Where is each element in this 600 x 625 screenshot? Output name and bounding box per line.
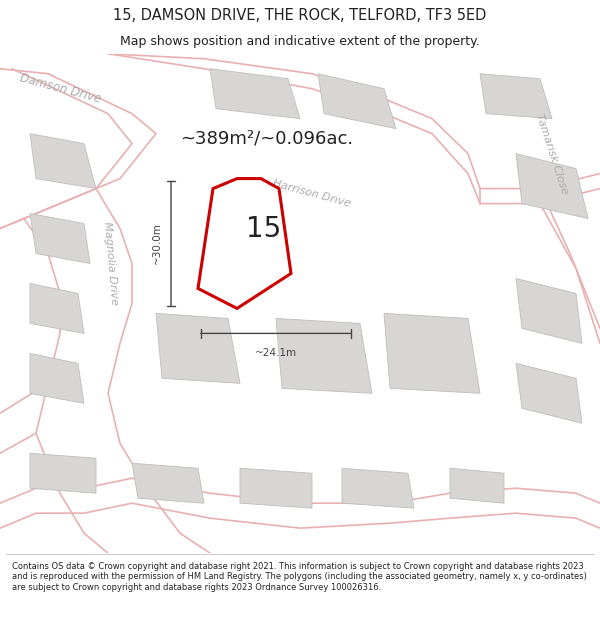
Polygon shape [198,179,291,308]
Text: 15, DAMSON DRIVE, THE ROCK, TELFORD, TF3 5ED: 15, DAMSON DRIVE, THE ROCK, TELFORD, TF3… [113,8,487,22]
Polygon shape [516,279,582,343]
Text: Contains OS data © Crown copyright and database right 2021. This information is : Contains OS data © Crown copyright and d… [12,562,587,591]
Polygon shape [30,214,90,264]
Polygon shape [318,74,396,129]
Text: Harrison Drive: Harrison Drive [272,178,352,209]
Polygon shape [132,463,204,503]
Polygon shape [516,363,582,423]
Text: ~389m²/~0.096ac.: ~389m²/~0.096ac. [180,129,353,148]
Polygon shape [30,353,84,403]
Polygon shape [276,318,372,393]
Polygon shape [450,468,504,503]
Polygon shape [210,69,300,119]
Polygon shape [30,453,96,493]
Polygon shape [516,154,588,219]
Text: Tamarisk Close: Tamarisk Close [534,112,570,195]
Polygon shape [342,468,414,508]
Text: ~24.1m: ~24.1m [255,348,297,358]
Polygon shape [384,313,480,393]
Text: Map shows position and indicative extent of the property.: Map shows position and indicative extent… [120,36,480,48]
Polygon shape [30,284,84,333]
Polygon shape [30,134,96,189]
Polygon shape [156,313,240,383]
Polygon shape [480,74,552,119]
Text: 15: 15 [245,215,281,243]
Polygon shape [240,468,312,508]
Text: Damson Drive: Damson Drive [18,72,102,106]
Text: ~30.0m: ~30.0m [152,222,162,264]
Text: Magnolia Drive: Magnolia Drive [103,221,119,306]
